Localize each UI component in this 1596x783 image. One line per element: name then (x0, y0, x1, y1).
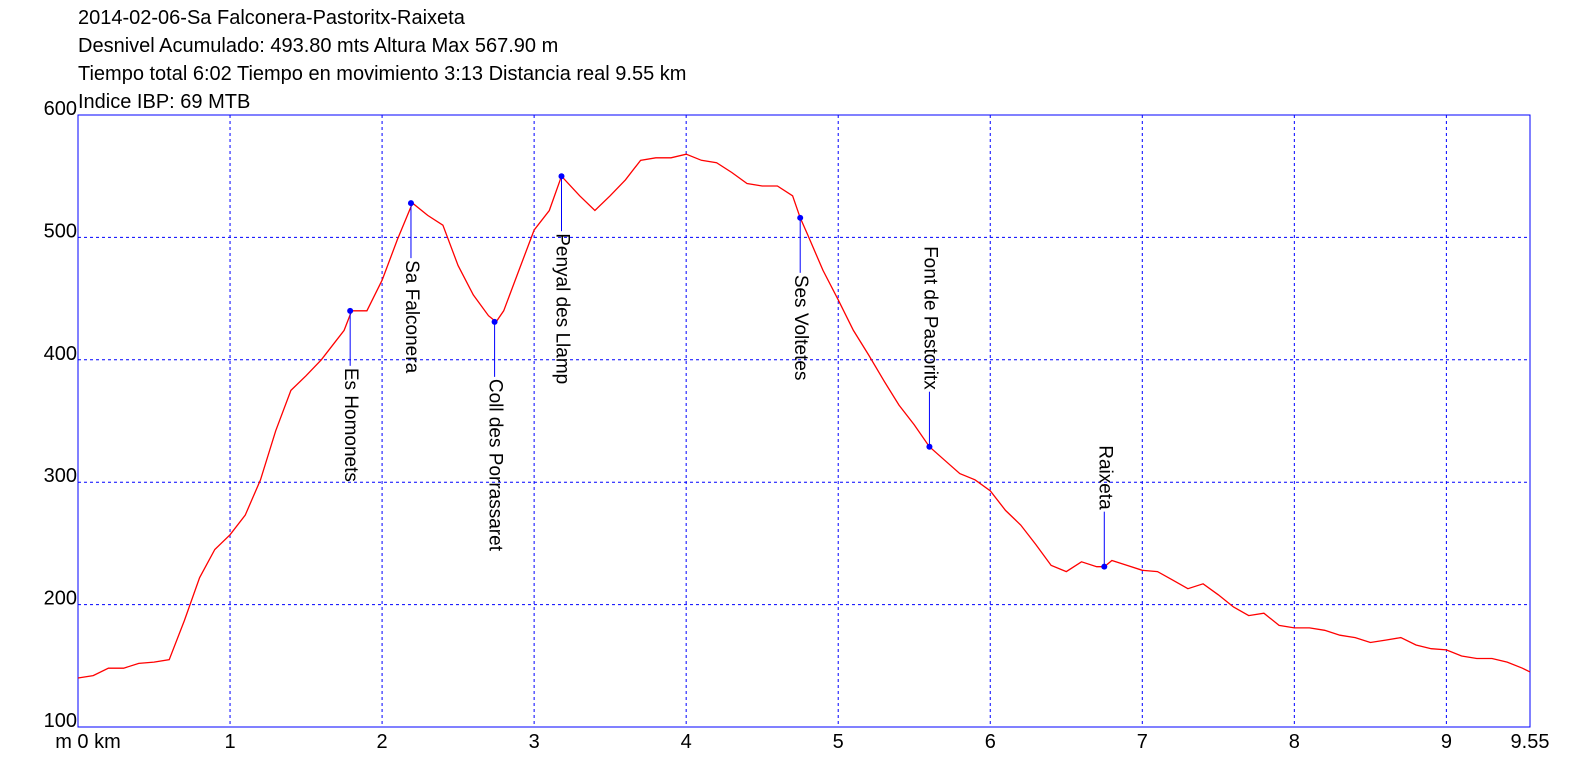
waypoint (797, 214, 804, 221)
elevation-line (77, 153, 1531, 679)
plot-frame (77, 114, 1531, 728)
waypoint-label: Font de Pastoritx (919, 246, 940, 390)
title-line: Indice IBP: 69 MTB (78, 91, 250, 113)
waypoint (558, 173, 565, 180)
x-tick-label: 6 (985, 731, 996, 753)
y-tick-label: 100 (44, 710, 77, 732)
x-tick-label: 9.55 (1511, 731, 1550, 753)
waypoint-label: Coll des Porrassaret (485, 379, 506, 552)
waypoint (491, 318, 498, 325)
x-tick-label: 5 (833, 731, 844, 753)
waypoint (407, 200, 414, 207)
waypoint-label: Ses Voltetes (790, 275, 811, 381)
x-tick-label: 1 (224, 731, 235, 753)
waypoint-label: Penyal des Llamp (551, 233, 572, 384)
waypoint (347, 307, 354, 314)
waypoint-label: Sa Falconera (401, 260, 422, 373)
y-tick-label: 300 (44, 465, 77, 487)
x-tick-label: 8 (1289, 731, 1300, 753)
y-tick-label: 500 (44, 220, 77, 242)
x-tick-label: m 0 km (55, 731, 121, 753)
waypoint (926, 443, 933, 450)
title-line: Tiempo total 6:02 Tiempo en movimiento 3… (78, 63, 686, 85)
x-tick-label: 4 (681, 731, 692, 753)
waypoint-label: Es Homonets (340, 368, 361, 482)
x-tick-label: 7 (1137, 731, 1148, 753)
y-tick-label: 600 (44, 98, 77, 120)
x-tick-label: 3 (529, 731, 540, 753)
title-line: 2014-02-06-Sa Falconera-Pastoritx-Raixet… (78, 7, 466, 29)
y-tick-label: 400 (44, 343, 77, 365)
title-line: Desnivel Acumulado: 493.80 mts Altura Ma… (78, 35, 558, 57)
waypoint (1101, 563, 1108, 570)
y-tick-label: 200 (44, 588, 77, 610)
waypoint-label: Raixeta (1094, 445, 1115, 510)
x-tick-label: 9 (1441, 731, 1452, 753)
x-tick-label: 2 (377, 731, 388, 753)
